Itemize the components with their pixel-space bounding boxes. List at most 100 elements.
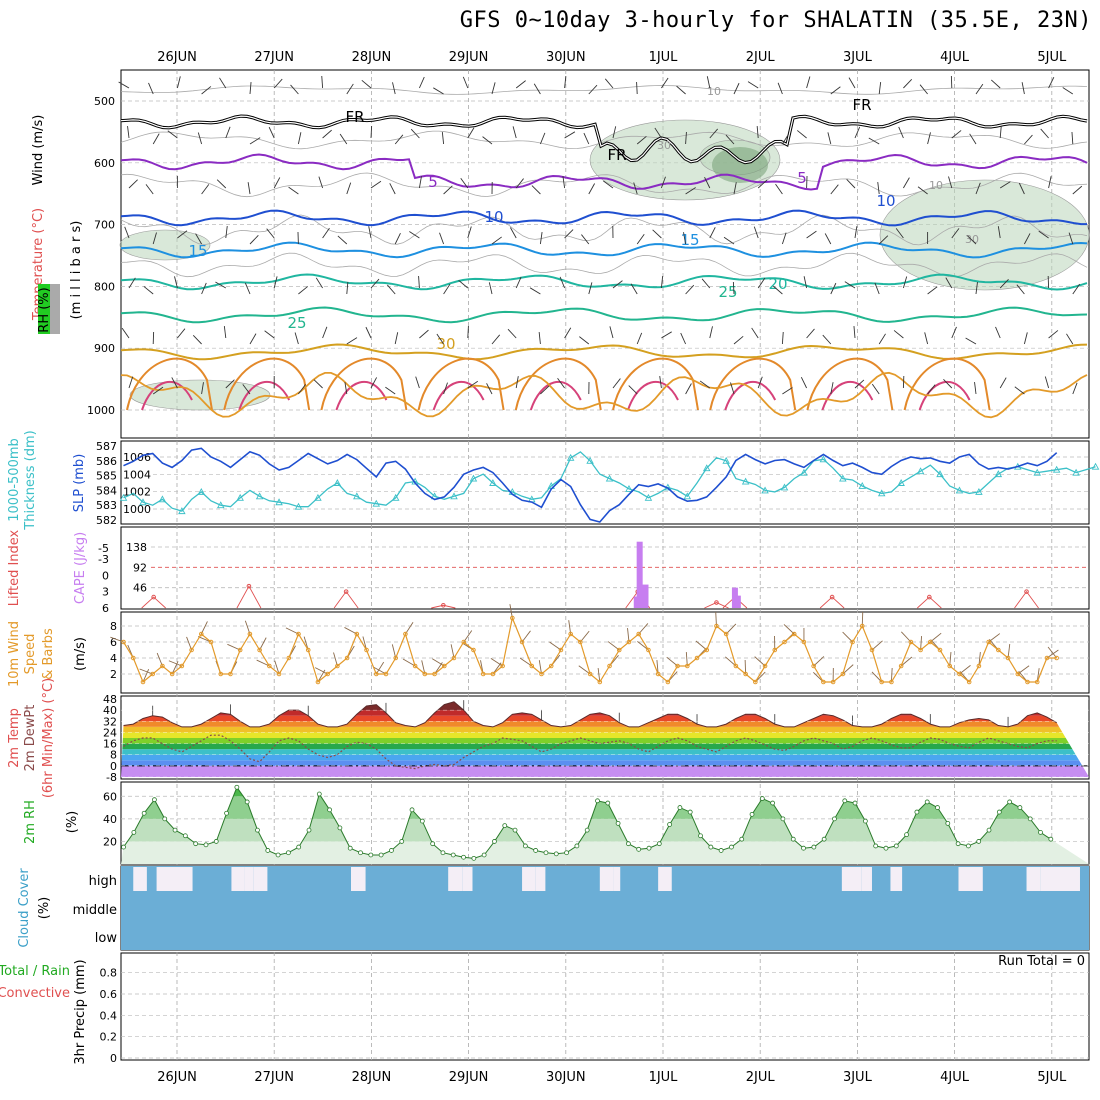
wind-speed-marker bbox=[354, 631, 360, 637]
contour-label: 10 bbox=[707, 85, 721, 98]
cape-bar bbox=[642, 584, 649, 608]
cape-tick: 92 bbox=[133, 561, 147, 574]
rh-marker bbox=[296, 844, 302, 850]
rh-marker bbox=[904, 832, 909, 838]
wind-barb bbox=[965, 337, 977, 345]
temp-band bbox=[121, 715, 1089, 722]
chart-title: GFS 0~10day 3-hourly for SHALATIN (35.5E… bbox=[459, 8, 1092, 33]
wind-speed-marker bbox=[432, 671, 437, 677]
surface-wind-barb bbox=[890, 667, 893, 683]
wind-barb bbox=[661, 331, 672, 339]
wind-barb bbox=[394, 233, 401, 245]
wind-barb bbox=[365, 326, 372, 339]
wind-barb bbox=[781, 232, 787, 245]
wind-barb bbox=[902, 276, 908, 289]
wind-speed-marker bbox=[257, 647, 262, 653]
rh-marker bbox=[749, 811, 755, 817]
wind-speed-marker bbox=[753, 679, 758, 685]
wind-barb bbox=[564, 229, 574, 239]
wind-label: (m/s) bbox=[73, 637, 88, 671]
temp-tick: 8 bbox=[110, 749, 117, 762]
rh-marker bbox=[255, 827, 260, 833]
wind-barb bbox=[782, 133, 790, 145]
rh-marker bbox=[368, 852, 374, 858]
wind-barb bbox=[290, 84, 299, 95]
surface-wind-barb bbox=[168, 660, 183, 667]
wind-barb bbox=[539, 232, 543, 245]
wind-barb bbox=[636, 135, 647, 145]
wind-barb bbox=[242, 384, 251, 395]
wind-barb bbox=[249, 137, 261, 145]
wind-speed-marker bbox=[393, 655, 399, 661]
wind-barb bbox=[588, 282, 593, 295]
rh-marker bbox=[1027, 816, 1033, 822]
wind-speed-marker bbox=[296, 631, 301, 637]
thickness-marker bbox=[294, 502, 303, 510]
surface-wind-barb bbox=[978, 652, 981, 667]
wind-speed-marker bbox=[694, 655, 700, 661]
wind-barb bbox=[557, 378, 565, 389]
wind-barb bbox=[1071, 131, 1074, 145]
rh-shading bbox=[129, 379, 271, 411]
rh-marker bbox=[955, 841, 961, 847]
wind-barb bbox=[773, 285, 783, 295]
wind-barb bbox=[830, 184, 839, 195]
wind-barb bbox=[322, 227, 330, 239]
thickness-marker bbox=[197, 487, 206, 495]
thickness-marker bbox=[702, 464, 711, 472]
rh-marker bbox=[1017, 805, 1023, 810]
thickness-marker bbox=[566, 453, 575, 461]
wind-barb bbox=[706, 76, 711, 89]
li-tick: 3 bbox=[102, 586, 109, 599]
thickness-marker bbox=[955, 486, 964, 494]
wind-barb bbox=[701, 278, 711, 289]
surface-wind-barb bbox=[783, 624, 795, 635]
wind-barb bbox=[893, 330, 904, 339]
wind-speed-marker bbox=[996, 647, 1001, 653]
date-label-top: 27JUN bbox=[254, 50, 294, 65]
wind-speed-marker bbox=[646, 647, 651, 653]
heat-contour bbox=[903, 357, 991, 411]
wind-speed-marker bbox=[160, 663, 165, 669]
date-label-top: 3JUL bbox=[843, 50, 873, 65]
wind-speed-marker bbox=[898, 663, 904, 669]
wind-barb bbox=[1068, 232, 1074, 245]
wind-barb bbox=[1040, 128, 1049, 139]
rh-marker bbox=[625, 841, 631, 847]
precip-label: 3hr Precip (mm) bbox=[73, 959, 88, 1064]
wind-barb bbox=[730, 382, 735, 395]
wind-speed-marker bbox=[412, 663, 418, 669]
wind-barb bbox=[540, 385, 550, 395]
wind-speed-marker bbox=[471, 647, 476, 653]
wind-speed-marker bbox=[675, 663, 680, 669]
surface-wind-barb bbox=[421, 660, 426, 675]
surface-wind-barb bbox=[373, 666, 387, 675]
temp-label: 2m Temp bbox=[7, 708, 22, 768]
wind-barb bbox=[418, 76, 425, 89]
wind-barb bbox=[878, 82, 882, 95]
surface-wind-barb bbox=[538, 660, 542, 675]
wind-barb bbox=[1048, 176, 1052, 189]
cloud-clear-block bbox=[535, 867, 546, 891]
wind-barb bbox=[201, 382, 204, 395]
rh-contour bbox=[120, 252, 1088, 278]
wind-barb bbox=[538, 332, 541, 345]
thickness-marker bbox=[391, 493, 400, 501]
cloud-label: (%) bbox=[37, 897, 52, 920]
rh-marker bbox=[244, 799, 250, 805]
wind-speed-marker bbox=[850, 639, 855, 645]
contour-label: 10 bbox=[484, 208, 503, 226]
wind-barb bbox=[919, 84, 928, 95]
wind-barb bbox=[948, 176, 953, 189]
wind-barb bbox=[636, 234, 645, 245]
wind-barb bbox=[152, 232, 157, 245]
date-label-top: 2JUL bbox=[746, 50, 776, 65]
wind-speed-marker bbox=[286, 655, 292, 661]
cloud-clear-block bbox=[448, 867, 463, 891]
wind-speed-marker bbox=[908, 639, 914, 645]
thickness-marker bbox=[450, 492, 458, 500]
surface-wind-barb bbox=[597, 668, 601, 683]
surface-wind-barb bbox=[871, 640, 883, 651]
wind-speed-marker bbox=[529, 663, 535, 669]
